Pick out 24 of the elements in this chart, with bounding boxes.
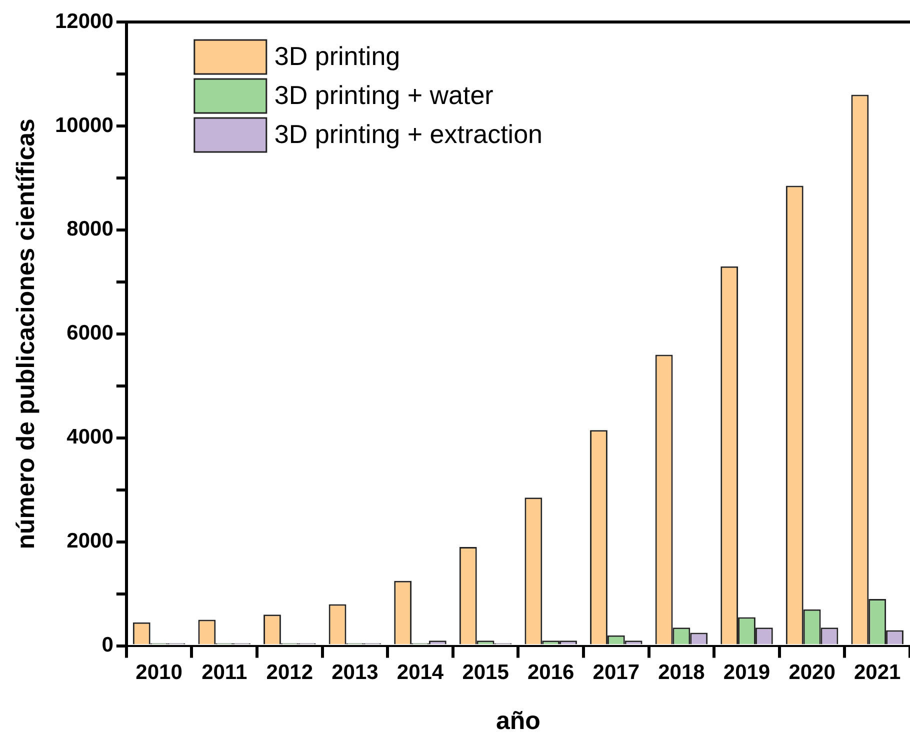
y-tick-label: 0 (102, 634, 114, 657)
x-tick-label: 2017 (592, 661, 640, 684)
y-tick-label: 8000 (66, 218, 114, 241)
legend-label: 3D printing + extraction (274, 119, 542, 150)
y-tick-label: 4000 (66, 426, 114, 449)
x-tick-label: 2011 (202, 661, 248, 684)
y-tick-label: 2000 (66, 530, 114, 553)
x-tick-label: 2019 (723, 661, 770, 684)
y-axis-title: número de publicaciones científicas (12, 118, 40, 550)
y-tick-label: 12000 (54, 10, 114, 33)
y-tick-label: 10000 (54, 114, 114, 137)
x-tick-label: 2012 (266, 661, 314, 684)
x-tick-label: 2016 (527, 661, 574, 684)
x-tick-label: 2010 (136, 661, 182, 684)
y-tick-label: 6000 (66, 322, 114, 345)
x-axis-title: año (496, 706, 540, 735)
x-tick-label: 2014 (396, 661, 444, 684)
x-tick-label: 2020 (788, 661, 836, 684)
x-tick-label: 2018 (658, 661, 706, 684)
x-tick-label: 2021 (854, 661, 902, 684)
legend-label: 3D printing (274, 41, 400, 72)
x-tick-label: 2013 (332, 661, 378, 684)
legend-label: 3D printing + water (274, 80, 494, 110)
x-tick-label: 2015 (462, 661, 510, 684)
